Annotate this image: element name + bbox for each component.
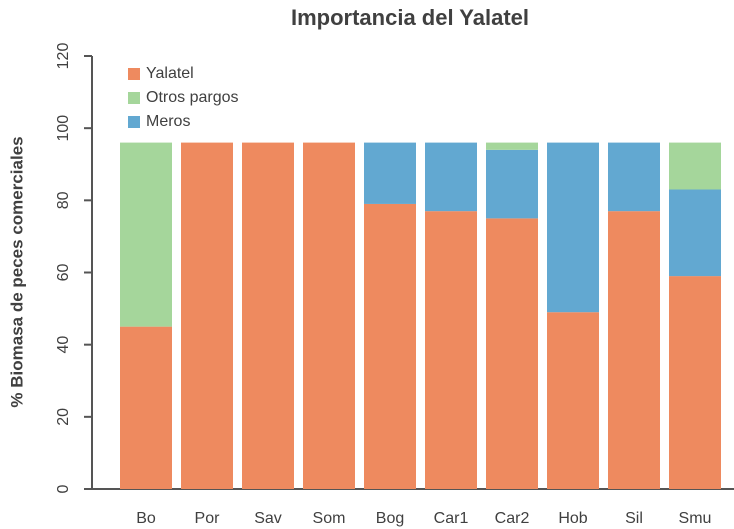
bar-segment bbox=[364, 203, 416, 490]
x-tick-label: Smu bbox=[679, 510, 712, 527]
bar-segment bbox=[303, 142, 355, 489]
legend-label: Otros pargos bbox=[146, 89, 238, 106]
y-tick-label: 0 bbox=[55, 484, 72, 493]
y-tick-label: 100 bbox=[55, 115, 72, 142]
bar-segment bbox=[425, 142, 477, 212]
legend-swatch bbox=[128, 116, 140, 128]
bar-segment bbox=[486, 149, 538, 219]
bar-segment bbox=[486, 218, 538, 489]
y-axis-label: % Biomasa de peces comerciales bbox=[7, 136, 26, 407]
bar-segment bbox=[120, 142, 172, 327]
x-tick-label: Bo bbox=[136, 510, 156, 527]
bar-segment bbox=[120, 326, 172, 489]
x-tick-label: Car1 bbox=[434, 510, 469, 527]
bar-segment bbox=[547, 142, 599, 313]
bar-segment bbox=[486, 142, 538, 150]
x-tick-label: Hob bbox=[558, 510, 587, 527]
y-tick-label: 120 bbox=[55, 43, 72, 70]
chart-title: Importancia del Yalatel bbox=[291, 5, 529, 30]
bar-segment bbox=[669, 142, 721, 190]
bar-segment bbox=[608, 211, 660, 490]
bar-segment bbox=[669, 189, 721, 277]
x-tick-label: Sil bbox=[625, 510, 643, 527]
y-tick-label: 40 bbox=[55, 336, 72, 354]
legend-swatch bbox=[128, 68, 140, 80]
bar-segment bbox=[547, 312, 599, 489]
y-tick-label: 60 bbox=[55, 264, 72, 282]
bar-segment bbox=[425, 211, 477, 490]
bar-segment bbox=[242, 142, 294, 489]
x-tick-label: Som bbox=[313, 510, 346, 527]
y-tick-label: 80 bbox=[55, 191, 72, 209]
legend-label: Meros bbox=[146, 113, 190, 130]
x-tick-label: Sav bbox=[254, 510, 282, 527]
x-tick-label: Por bbox=[195, 510, 221, 527]
y-tick-label: 20 bbox=[55, 408, 72, 426]
bar-segment bbox=[669, 276, 721, 489]
bar-segment bbox=[181, 142, 233, 489]
legend-swatch bbox=[128, 92, 140, 104]
bar-segment bbox=[608, 142, 660, 212]
x-tick-label: Bog bbox=[376, 510, 404, 527]
legend-label: Yalatel bbox=[146, 65, 194, 82]
x-tick-label: Car2 bbox=[495, 510, 530, 527]
bar-segment bbox=[364, 142, 416, 204]
